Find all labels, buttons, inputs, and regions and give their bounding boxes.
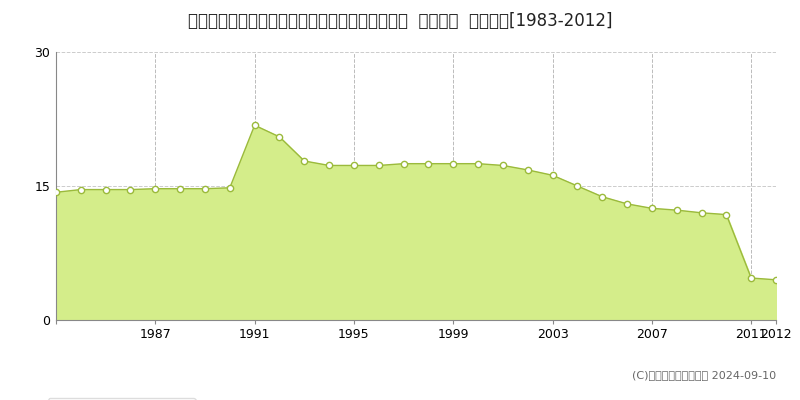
Legend: 地価公示 平均坪単価(万円/坪): 地価公示 平均坪単価(万円/坪) [48,398,196,400]
Text: (C)土地価格ドットコム 2024-09-10: (C)土地価格ドットコム 2024-09-10 [632,370,776,380]
Text: 兵庫県神戸市西区押部谷町木幡字堂ノ西３３９番  地価公示  地価推移[1983-2012]: 兵庫県神戸市西区押部谷町木幡字堂ノ西３３９番 地価公示 地価推移[1983-20… [188,12,612,30]
